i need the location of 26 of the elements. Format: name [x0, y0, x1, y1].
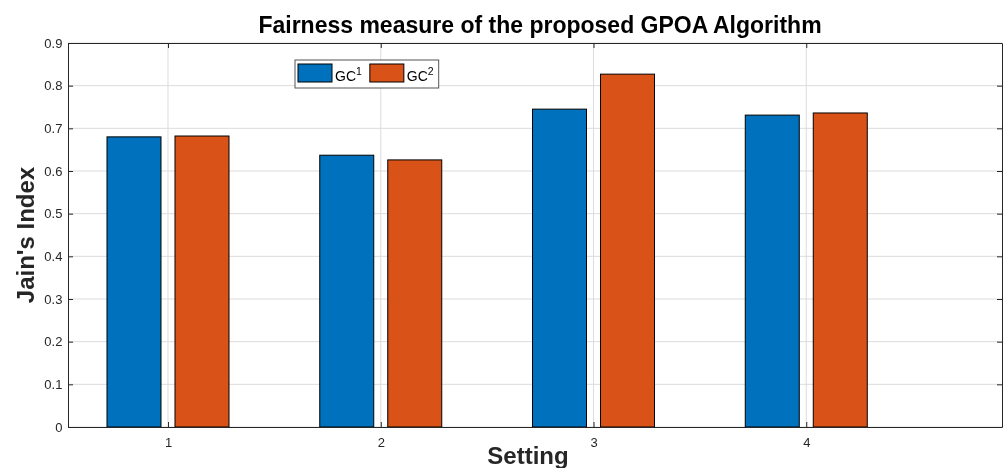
- bar: [387, 159, 443, 428]
- y-tick-label: 0.9: [44, 35, 63, 51]
- y-tick-label: 0.5: [44, 206, 63, 222]
- y-tick-label: 0.2: [44, 334, 63, 350]
- bar: [532, 108, 588, 428]
- bar: [744, 114, 800, 428]
- y-tick-label: 0: [55, 419, 63, 435]
- legend-label: GC$^{1}$: [335, 65, 362, 84]
- bar: [174, 135, 230, 428]
- bar: [812, 112, 868, 428]
- y-tick-label: 0.7: [44, 120, 63, 136]
- y-tick-label: 0.4: [44, 248, 63, 264]
- x-tick-label: 1: [164, 434, 173, 450]
- y-tick-label: 0.6: [44, 163, 63, 179]
- x-tick-label: 4: [803, 434, 811, 450]
- y-axis-title: Jain's Index: [12, 166, 39, 304]
- chart-title: Fairness measure of the proposed GPOA Algorithm: [258, 12, 822, 38]
- x-tick-label: 2: [377, 434, 385, 450]
- bar: [600, 73, 656, 428]
- y-tick-label: 0.1: [44, 376, 63, 392]
- y-tick-label: 0.3: [44, 291, 63, 307]
- bar: [106, 136, 162, 428]
- x-tick-label: 3: [590, 434, 598, 450]
- y-tick-label: 0.8: [44, 78, 63, 94]
- bar: [319, 154, 375, 428]
- legend-label: GC$^{2}$: [406, 65, 434, 84]
